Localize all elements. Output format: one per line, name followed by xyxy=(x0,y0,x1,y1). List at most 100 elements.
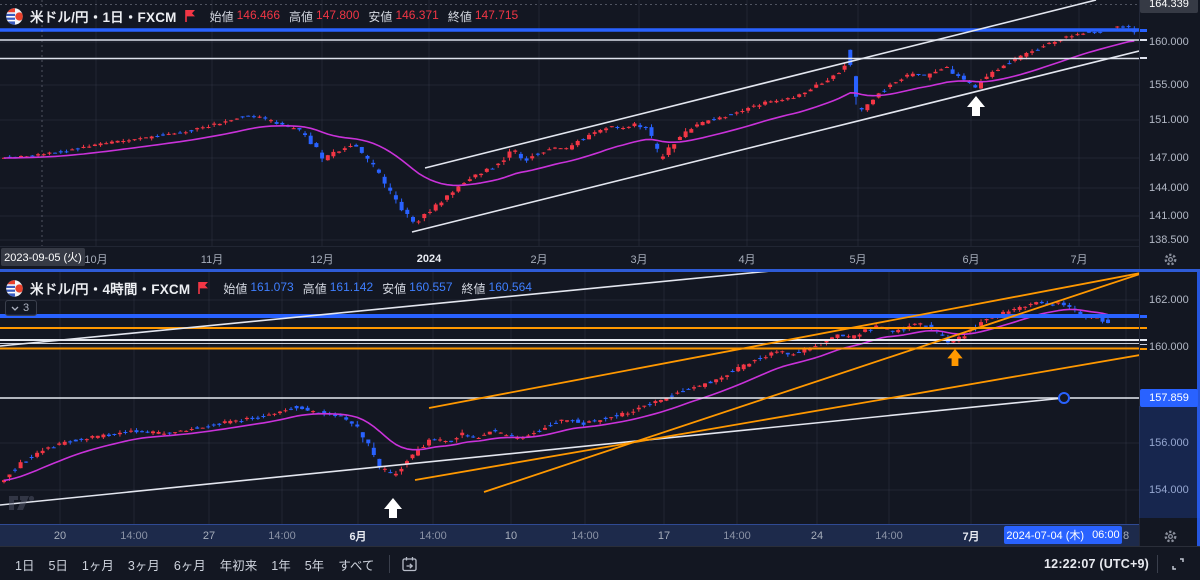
candle-body xyxy=(729,114,733,116)
clock-label[interactable]: 12:22:07 (UTC+9) xyxy=(1044,557,1149,571)
candle-body xyxy=(890,330,895,332)
pane-separator[interactable] xyxy=(0,269,1200,272)
candle-body xyxy=(712,119,716,121)
orange-trend-mid[interactable] xyxy=(428,272,1139,409)
candle-body xyxy=(513,150,518,152)
range-button-3ヶ月[interactable]: 3ヶ月 xyxy=(127,558,160,573)
candle-body xyxy=(570,145,574,150)
4h-axis-settings-gear-icon[interactable] xyxy=(1160,527,1180,545)
candle-body xyxy=(703,383,707,387)
toolbar-divider xyxy=(1157,555,1158,573)
candle-body xyxy=(156,432,161,434)
candle-body xyxy=(802,349,807,353)
candle-body xyxy=(620,412,625,417)
candle-body xyxy=(1121,26,1125,28)
white-trendline-endpoint[interactable] xyxy=(0,397,1065,506)
candle-body xyxy=(283,410,288,412)
candle-body xyxy=(962,336,967,339)
daily-price-axis[interactable]: 160.000 155.000 151.000 147.000 144.000 141.0… xyxy=(1139,0,1200,270)
price-tick: 141.000 xyxy=(1149,210,1189,222)
candle-body xyxy=(893,82,898,84)
candle-body xyxy=(297,128,302,130)
candle-body xyxy=(507,151,512,158)
candle-body xyxy=(377,458,382,467)
candle-body xyxy=(501,160,506,162)
range-button-5日[interactable]: 5日 xyxy=(48,558,68,573)
candle-body xyxy=(325,155,330,161)
candle-body xyxy=(564,148,569,150)
line-axis-mark xyxy=(1140,28,1147,32)
drawing-endpoint-handle[interactable] xyxy=(1058,392,1070,404)
daily-time-axis[interactable]: 10月 11月 12月 2024 2月 3月 4月 5月 6月 7月 xyxy=(0,246,1200,271)
candle-body xyxy=(79,438,84,440)
candle-body xyxy=(166,133,171,135)
up-arrow-marker-white[interactable] xyxy=(967,96,985,116)
candle-body xyxy=(294,406,299,409)
range-button-1ヶ月[interactable]: 1ヶ月 xyxy=(81,558,114,573)
candle-body xyxy=(399,201,404,211)
4h-price-axis[interactable]: 162.000 160.000 156.000 154.000 xyxy=(1139,272,1200,546)
tradingview-logo-icon xyxy=(8,494,36,512)
candle-body xyxy=(912,323,917,325)
channel-lower-line[interactable] xyxy=(411,50,1139,233)
candle-body xyxy=(565,420,569,422)
goto-date-button[interactable] xyxy=(398,552,422,576)
candle-body xyxy=(344,417,349,420)
range-button-1日[interactable]: 1日 xyxy=(15,558,35,573)
candle-body xyxy=(653,401,658,403)
candle-body xyxy=(842,65,847,70)
candle-body xyxy=(736,367,741,372)
up-arrow-marker-white[interactable] xyxy=(384,498,402,518)
price-tick: 138.500 xyxy=(1149,234,1189,246)
candle-body xyxy=(2,157,6,159)
range-button-年初来[interactable]: 年初来 xyxy=(219,558,258,573)
range-button-すべて[interactable]: すべて xyxy=(338,558,375,573)
candle-body xyxy=(123,432,128,433)
candle-body xyxy=(848,49,853,65)
up-arrow-marker-orange[interactable] xyxy=(947,349,963,366)
orange-trend-steep[interactable] xyxy=(483,272,1139,493)
candle-body xyxy=(797,94,802,97)
candle-body xyxy=(1017,307,1022,310)
candle-body xyxy=(84,439,89,441)
range-button-5年[interactable]: 5年 xyxy=(304,558,325,573)
white-trendline-steep[interactable] xyxy=(0,272,781,347)
candle-body xyxy=(251,116,256,118)
candle-body xyxy=(162,433,167,435)
price-tick: 156.000 xyxy=(1149,437,1189,449)
candle-body xyxy=(638,125,643,128)
candle-body xyxy=(95,435,100,438)
range-button-1年[interactable]: 1年 xyxy=(271,558,291,573)
channel-upper-line[interactable] xyxy=(424,0,1097,169)
candle-body xyxy=(1081,33,1086,35)
candle-body xyxy=(257,116,262,118)
candle-body xyxy=(454,438,459,440)
candle-body xyxy=(155,136,160,137)
time-tick: 14:00 xyxy=(571,530,599,542)
4h-time-axis[interactable]: 20 14:00 27 14:00 6月 14:00 10 14:00 17 14:00 24 14:… xyxy=(0,524,1200,547)
candle-body xyxy=(228,420,233,424)
candle-body xyxy=(796,352,801,353)
time-tick: 27 xyxy=(202,530,216,542)
candle-body xyxy=(576,419,581,423)
candle-body xyxy=(854,76,858,97)
time-tick: 12月 xyxy=(310,254,334,266)
candle-body xyxy=(642,405,647,407)
fullscreen-button[interactable] xyxy=(1166,552,1190,576)
orange-trend-lower[interactable] xyxy=(414,354,1139,481)
candle-body xyxy=(300,406,305,409)
daily-chart-canvas[interactable] xyxy=(0,0,1139,246)
drawing-price-badge: 157.859 xyxy=(1140,389,1198,407)
candle-body xyxy=(967,81,972,83)
candle-body xyxy=(1106,319,1110,323)
4h-chart-canvas[interactable] xyxy=(0,272,1139,524)
range-button-6ヶ月[interactable]: 6ヶ月 xyxy=(173,558,206,573)
daily-axis-settings-gear-icon[interactable] xyxy=(1160,250,1180,268)
indicators-collapsed-badge[interactable]: 3 xyxy=(5,300,38,316)
candle-body xyxy=(195,427,200,429)
candle-body xyxy=(178,430,183,432)
candle-body xyxy=(57,443,62,445)
candle-body xyxy=(554,422,558,424)
candle-body xyxy=(62,441,67,445)
